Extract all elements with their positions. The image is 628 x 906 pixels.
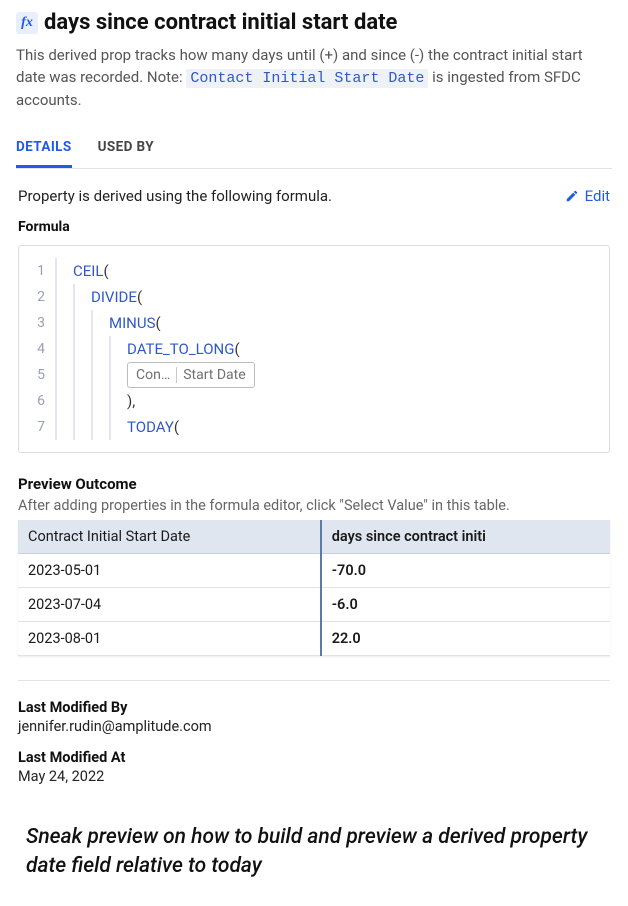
cell: 2023-08-01 bbox=[18, 622, 321, 656]
token-fn: DATE_TO_LONG bbox=[127, 340, 234, 358]
code-line-1: 1 CEIL( bbox=[29, 258, 599, 284]
chip-right-text: Start Date bbox=[183, 367, 245, 383]
edit-button[interactable]: Edit bbox=[565, 187, 610, 205]
derived-text: Property is derived using the following … bbox=[18, 187, 332, 205]
pencil-icon bbox=[565, 189, 579, 203]
meta-value: jennifer.rudin@amplitude.com bbox=[18, 718, 610, 735]
preview-help: After adding properties in the formula e… bbox=[18, 497, 610, 514]
cell: -6.0 bbox=[321, 588, 610, 622]
token-fn: MINUS bbox=[109, 314, 156, 332]
formula-editor[interactable]: 1 CEIL( 2 DIVIDE( 3 MINUS( 4 DATE_TO_LON… bbox=[18, 245, 610, 453]
line-number: 2 bbox=[29, 289, 55, 305]
token-fn: DIVIDE bbox=[91, 288, 137, 306]
meta-value: May 24, 2022 bbox=[18, 768, 610, 785]
line-number: 7 bbox=[29, 419, 55, 435]
token-fn: CEIL bbox=[73, 262, 103, 280]
cell: 2023-05-01 bbox=[18, 554, 321, 588]
title-row: fx days since contract initial start dat… bbox=[16, 10, 612, 35]
line-number: 5 bbox=[29, 367, 55, 383]
formula-label: Formula bbox=[18, 219, 610, 235]
page-description: This derived prop tracks how many days u… bbox=[16, 45, 612, 111]
token-close: ), bbox=[127, 392, 135, 410]
code-line-6: 6 ), bbox=[29, 388, 599, 414]
preview-heading: Preview Outcome bbox=[18, 475, 610, 493]
chip-divider bbox=[176, 367, 177, 383]
table-header-row: Contract Initial Start Date days since c… bbox=[18, 520, 610, 554]
cell: 2023-07-04 bbox=[18, 588, 321, 622]
cell: 22.0 bbox=[321, 622, 610, 656]
page-title: days since contract initial start date bbox=[44, 10, 397, 35]
line-number: 1 bbox=[29, 263, 55, 279]
tab-used-by[interactable]: USED BY bbox=[98, 129, 154, 168]
token-fn: TODAY bbox=[127, 418, 174, 436]
property-chip[interactable]: Con… Start Date bbox=[127, 362, 255, 388]
details-panel: Property is derived using the following … bbox=[0, 169, 628, 795]
code-line-4: 4 DATE_TO_LONG( bbox=[29, 336, 599, 362]
meta-label: Last Modified By bbox=[18, 699, 610, 716]
last-modified-at: Last Modified At May 24, 2022 bbox=[18, 749, 610, 785]
preview-table: Contract Initial Start Date days since c… bbox=[18, 520, 610, 656]
header-section: fx days since contract initial start dat… bbox=[0, 0, 628, 169]
figure-caption: Sneak preview on how to build and previe… bbox=[0, 795, 628, 904]
derived-row: Property is derived using the following … bbox=[18, 187, 610, 205]
line-number: 6 bbox=[29, 393, 55, 409]
col-header-2[interactable]: days since contract initi bbox=[321, 520, 610, 554]
cell: -70.0 bbox=[321, 554, 610, 588]
divider bbox=[18, 680, 610, 681]
code-line-5: 5 Con… Start Date bbox=[29, 362, 599, 388]
code-line-2: 2 DIVIDE( bbox=[29, 284, 599, 310]
fx-badge-icon: fx bbox=[16, 12, 38, 34]
line-number: 4 bbox=[29, 341, 55, 357]
table-row[interactable]: 2023-08-01 22.0 bbox=[18, 622, 610, 656]
edit-button-label: Edit bbox=[585, 187, 610, 205]
table-row[interactable]: 2023-07-04 -6.0 bbox=[18, 588, 610, 622]
tab-bar: DETAILS USED BY bbox=[16, 129, 612, 169]
code-line-3: 3 MINUS( bbox=[29, 310, 599, 336]
code-line-7: 7 TODAY( bbox=[29, 414, 599, 440]
table-row[interactable]: 2023-05-01 -70.0 bbox=[18, 554, 610, 588]
col-header-1[interactable]: Contract Initial Start Date bbox=[18, 520, 321, 554]
description-code-chip: Contact Initial Start Date bbox=[186, 69, 428, 88]
last-modified-by: Last Modified By jennifer.rudin@amplitud… bbox=[18, 699, 610, 735]
chip-left-text: Con… bbox=[136, 367, 170, 383]
tab-details[interactable]: DETAILS bbox=[16, 129, 72, 168]
line-number: 3 bbox=[29, 315, 55, 331]
meta-label: Last Modified At bbox=[18, 749, 610, 766]
